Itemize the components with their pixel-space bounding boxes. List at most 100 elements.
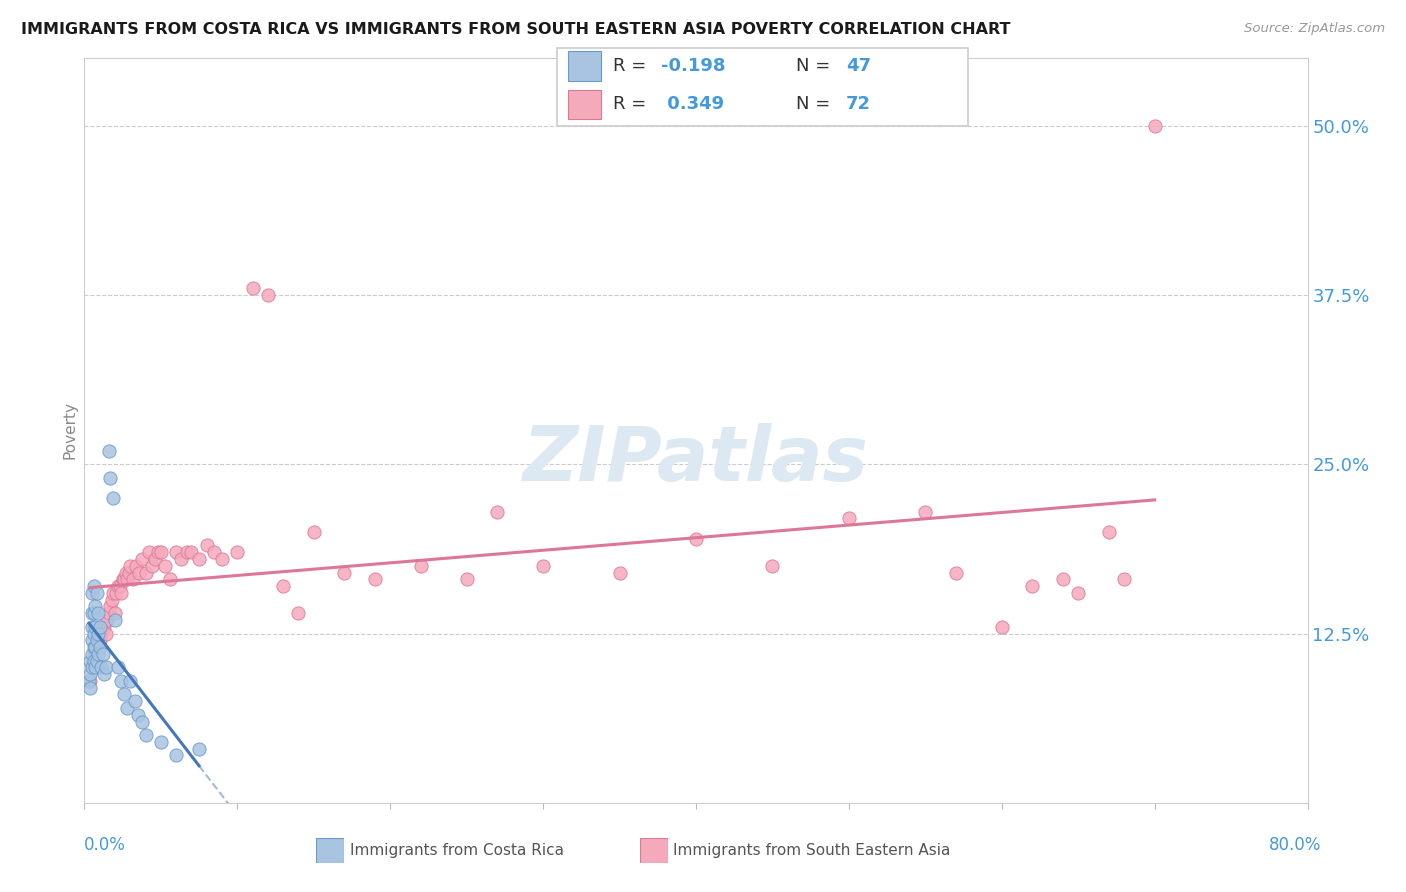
Point (83, 654, 105, 668)
Point (143, 552, 166, 566)
Point (364, 573, 387, 587)
Point (609, 566, 631, 580)
Text: Source: ZipAtlas.com: Source: ZipAtlas.com (1244, 22, 1385, 36)
Point (165, 748, 187, 763)
Point (84, 640, 107, 654)
Point (79, 667, 101, 681)
Point (1114, 573, 1136, 587)
Point (107, 660, 129, 674)
Point (94, 660, 117, 674)
Point (80, 620, 103, 634)
Point (87, 626, 110, 640)
Point (103, 586, 125, 600)
Text: N =: N = (796, 57, 837, 75)
Point (120, 558, 142, 573)
Point (87, 647, 110, 661)
Point (1143, 119, 1166, 133)
Point (103, 491, 125, 505)
Point (105, 586, 128, 600)
Point (83, 654, 105, 668)
Point (176, 545, 198, 559)
Point (125, 558, 148, 573)
Y-axis label: Poverty: Poverty (62, 401, 77, 459)
Point (87, 606, 110, 620)
FancyBboxPatch shape (557, 48, 969, 126)
Point (80, 633, 103, 648)
Point (302, 524, 325, 539)
Point (141, 558, 163, 573)
Point (112, 573, 135, 587)
Point (122, 573, 145, 587)
Point (98, 599, 121, 614)
Point (135, 728, 157, 742)
Point (945, 566, 967, 580)
Point (1052, 573, 1074, 587)
Point (91, 647, 114, 661)
Point (94, 626, 117, 640)
Point (107, 579, 129, 593)
Text: ZIPatlas: ZIPatlas (523, 423, 869, 497)
Point (202, 545, 225, 559)
Point (93, 667, 115, 681)
Text: R =: R = (613, 57, 652, 75)
Point (80, 606, 103, 620)
Point (89, 633, 111, 648)
Point (98, 471, 121, 485)
Point (93, 620, 115, 634)
Text: -0.198: -0.198 (661, 57, 725, 75)
Text: Immigrants from Costa Rica: Immigrants from Costa Rica (350, 843, 564, 857)
Text: 0.0%: 0.0% (84, 836, 127, 854)
Point (165, 545, 187, 559)
Point (91, 620, 114, 634)
Point (456, 573, 478, 587)
Point (112, 688, 135, 702)
Point (124, 694, 146, 708)
Point (90, 626, 112, 640)
Text: 72: 72 (845, 95, 870, 113)
Point (486, 505, 509, 519)
Point (97, 606, 120, 620)
Point (79, 673, 101, 688)
Text: 0.349: 0.349 (661, 95, 724, 113)
Point (409, 558, 432, 573)
FancyBboxPatch shape (568, 89, 600, 120)
Point (991, 620, 1014, 634)
Point (83, 579, 105, 593)
Point (138, 545, 160, 559)
Text: N =: N = (796, 95, 837, 113)
Point (761, 558, 783, 573)
Point (87, 640, 110, 654)
Text: Immigrants from South Eastern Asia: Immigrants from South Eastern Asia (673, 843, 950, 857)
Point (90, 660, 112, 674)
Point (86, 586, 108, 600)
Point (135, 566, 157, 580)
Point (97, 443, 120, 458)
Point (131, 714, 153, 729)
Point (79, 654, 101, 668)
Point (86, 633, 108, 648)
Point (1067, 586, 1090, 600)
Point (86, 660, 108, 674)
FancyBboxPatch shape (640, 838, 668, 863)
Point (188, 552, 211, 566)
Point (104, 613, 127, 627)
Point (86, 654, 108, 668)
Point (1021, 579, 1043, 593)
Point (83, 640, 105, 654)
Point (155, 558, 177, 573)
Point (83, 606, 105, 620)
Point (149, 545, 172, 559)
Point (257, 288, 280, 302)
Text: IMMIGRANTS FROM COSTA RICA VS IMMIGRANTS FROM SOUTH EASTERN ASIA POVERTY CORRELA: IMMIGRANTS FROM COSTA RICA VS IMMIGRANTS… (21, 22, 1011, 37)
Point (104, 606, 127, 620)
Point (838, 511, 860, 525)
Point (80, 660, 103, 674)
Point (180, 545, 202, 559)
Point (195, 539, 218, 553)
Point (80, 647, 103, 661)
Point (115, 701, 138, 715)
Point (146, 545, 169, 559)
Point (80, 586, 103, 600)
Point (118, 566, 141, 580)
Point (114, 566, 136, 580)
